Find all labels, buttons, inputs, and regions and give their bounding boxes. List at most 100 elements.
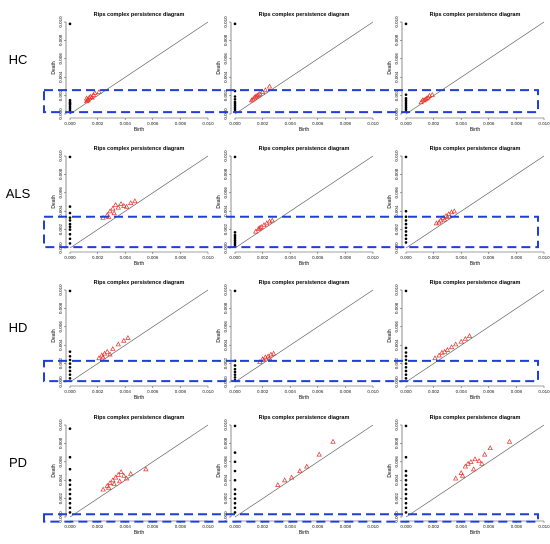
h0-point bbox=[404, 492, 408, 496]
h0-point bbox=[68, 369, 72, 373]
panel-title: Rips complex persistence diagram bbox=[94, 146, 185, 152]
y-tick-label: 0.008 bbox=[58, 437, 63, 449]
h1-point bbox=[304, 463, 310, 469]
h1-point bbox=[115, 471, 121, 477]
x-axis-label: Birth bbox=[299, 127, 310, 133]
h0-point bbox=[68, 225, 72, 229]
y-axis-label: Death bbox=[51, 61, 57, 75]
h0-point bbox=[233, 511, 237, 514]
h0-point bbox=[233, 233, 237, 237]
h1-point bbox=[115, 204, 121, 210]
y-tick-label: 0.010 bbox=[223, 419, 228, 431]
h0-point bbox=[404, 478, 408, 482]
h1-point bbox=[96, 89, 102, 94]
x-tick-label: 0.002 bbox=[428, 524, 440, 529]
diagonal-line bbox=[234, 289, 374, 383]
h0-point bbox=[68, 488, 72, 491]
y-tick-label: 0.006 bbox=[223, 456, 228, 468]
y-tick-label: 0.006 bbox=[394, 321, 399, 333]
h1-point bbox=[128, 200, 134, 205]
h0-point bbox=[68, 222, 72, 226]
x-tick-label: 0.002 bbox=[257, 121, 269, 126]
x-tick-label: 0.010 bbox=[367, 121, 379, 126]
y-tick-label: 0.002 bbox=[394, 357, 399, 369]
y-tick-label: 0.002 bbox=[394, 89, 399, 101]
h1-point bbox=[470, 466, 477, 472]
y-tick-label: 0.010 bbox=[223, 16, 228, 28]
highlight-box-hd bbox=[43, 359, 539, 383]
y-axis-label: Death bbox=[387, 464, 393, 478]
x-tick-label: 0.000 bbox=[64, 121, 76, 126]
h1-point bbox=[458, 470, 464, 475]
y-tick-label: 0.006 bbox=[223, 187, 228, 199]
diagonal-line bbox=[234, 21, 374, 115]
x-tick-label: 0.010 bbox=[202, 121, 214, 126]
h0-point bbox=[68, 289, 72, 293]
x-tick-label: 0.000 bbox=[229, 255, 241, 260]
diagonal-line bbox=[234, 155, 374, 249]
x-tick-label: 0.002 bbox=[92, 524, 104, 529]
y-axis-label: Death bbox=[51, 329, 57, 343]
x-tick-label: 0.006 bbox=[312, 255, 324, 260]
h0-point bbox=[233, 231, 237, 234]
y-tick-label: 0.002 bbox=[58, 492, 63, 504]
h1-point bbox=[458, 338, 464, 344]
y-tick-label: 0.008 bbox=[394, 437, 399, 449]
row-label-hc: HC bbox=[8, 52, 28, 67]
y-tick-label: 0.010 bbox=[223, 150, 228, 162]
y-tick-label: 0.010 bbox=[394, 16, 399, 28]
x-tick-label: 0.004 bbox=[285, 389, 297, 394]
h1-point bbox=[448, 344, 455, 350]
y-tick-label: 0.004 bbox=[223, 71, 228, 83]
x-tick-label: 0.006 bbox=[147, 255, 159, 260]
h1-point bbox=[297, 468, 303, 474]
x-tick-label: 0.010 bbox=[538, 389, 550, 394]
x-tick-label: 0.004 bbox=[456, 389, 468, 394]
h0-point bbox=[233, 155, 237, 159]
x-tick-label: 0.000 bbox=[229, 389, 241, 394]
y-tick-label: 0.010 bbox=[58, 16, 63, 28]
x-axis-label: Birth bbox=[470, 261, 481, 267]
y-tick-label: 0.010 bbox=[394, 150, 399, 162]
x-tick-label: 0.004 bbox=[285, 524, 297, 529]
y-tick-label: 0.008 bbox=[223, 437, 228, 449]
h1-point bbox=[432, 355, 438, 361]
h1-point bbox=[89, 94, 95, 100]
h1-point bbox=[451, 208, 457, 214]
h0-point bbox=[233, 451, 237, 454]
h1-point bbox=[110, 477, 116, 483]
row-label-pd: PD bbox=[8, 455, 28, 470]
x-tick-label: 0.006 bbox=[147, 121, 159, 126]
x-tick-label: 0.004 bbox=[120, 121, 132, 126]
h0-point bbox=[68, 377, 72, 380]
h0-point bbox=[404, 22, 408, 26]
panel-title: Rips complex persistence diagram bbox=[430, 415, 521, 421]
y-tick-label: 0.002 bbox=[223, 492, 228, 504]
h1-point bbox=[459, 472, 466, 478]
y-tick-label: 0.004 bbox=[58, 474, 63, 486]
x-axis-label: Birth bbox=[299, 395, 310, 401]
x-tick-label: 0.004 bbox=[285, 121, 297, 126]
panel-title: Rips complex persistence diagram bbox=[259, 146, 350, 152]
y-tick-label: 0.004 bbox=[58, 205, 63, 217]
h1-point bbox=[250, 96, 256, 102]
diagonal-line bbox=[405, 155, 545, 249]
h1-point bbox=[476, 458, 482, 463]
y-tick-label: 0.006 bbox=[58, 456, 63, 468]
y-tick-label: 0.008 bbox=[394, 168, 399, 180]
h1-point bbox=[419, 97, 426, 103]
h0-point bbox=[404, 93, 408, 96]
h1-point bbox=[86, 94, 93, 100]
y-tick-label: 0.002 bbox=[58, 223, 63, 235]
h1-point bbox=[115, 341, 121, 347]
y-axis-label: Death bbox=[51, 464, 57, 478]
h1-point bbox=[118, 201, 124, 206]
y-tick-label: 0.006 bbox=[58, 321, 63, 333]
x-tick-label: 0.008 bbox=[175, 524, 187, 529]
h0-point bbox=[68, 455, 72, 459]
